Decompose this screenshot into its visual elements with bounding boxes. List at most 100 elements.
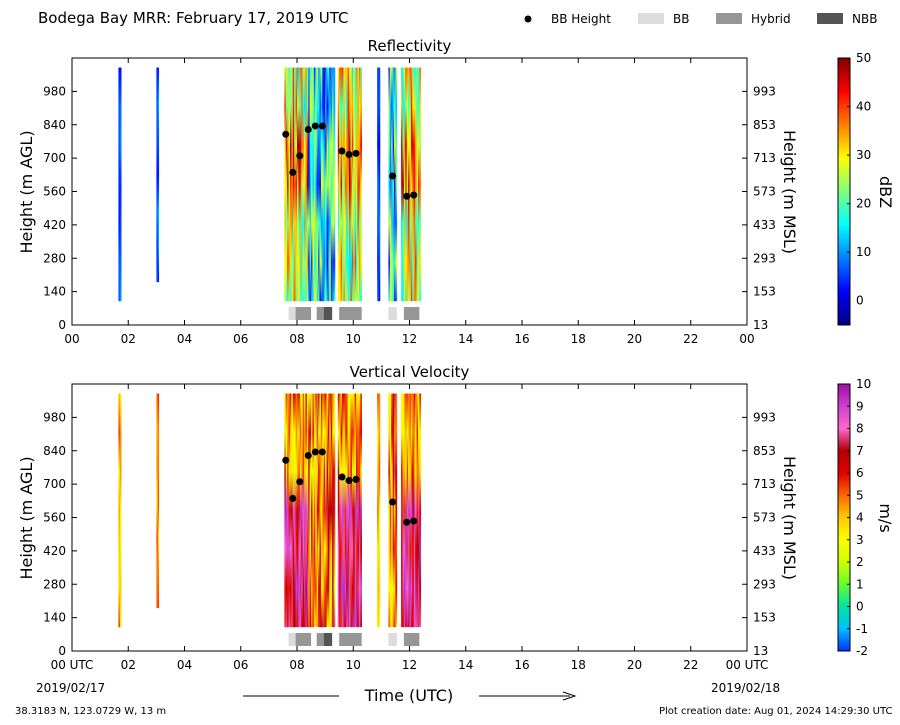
- heatmap-cell: [419, 393, 422, 628]
- bb-type-segment: [288, 633, 296, 646]
- x-tick-label: 02: [121, 658, 136, 672]
- legend-nbb-swatch: [817, 13, 843, 24]
- heatmap-cell: [356, 67, 358, 302]
- heatmap-cell: [412, 67, 415, 302]
- heatmap-cell: [391, 67, 393, 302]
- colorbar-tick-label: 1: [856, 577, 864, 591]
- heatmap-cell: [157, 393, 160, 609]
- colorbar-gradient: [837, 57, 851, 326]
- heatmap-cell: [405, 393, 407, 628]
- heatmap-cell: [389, 67, 392, 302]
- reflectivity-bb-type-bar: [288, 307, 420, 320]
- heatmap-cell: [360, 67, 362, 302]
- reflectivity-title: Reflectivity: [368, 37, 452, 55]
- heatmap-cell: [288, 67, 291, 302]
- heatmap-cell: [316, 393, 319, 628]
- heatmap-cell: [357, 67, 360, 302]
- y-tick-label: 140: [43, 611, 66, 625]
- heatmap-cell: [410, 393, 413, 628]
- y-tick-label: 840: [43, 118, 66, 132]
- velocity-title: Vertical Velocity: [350, 363, 470, 381]
- heatmap-cell: [377, 393, 379, 628]
- heatmap-cell: [356, 393, 358, 628]
- heatmap-cell: [394, 393, 396, 628]
- reflectivity-x-ticks: 00 02 04 06 08 10 12 14 16 18 20 22 00: [64, 58, 755, 346]
- bb-height-point: [352, 149, 360, 157]
- x-tick-label: 16: [514, 658, 529, 672]
- heatmap-cell: [157, 67, 160, 283]
- heatmap-cell: [344, 393, 347, 628]
- start-date-label: 2019/02/17: [36, 681, 105, 695]
- heatmap-cell: [415, 393, 417, 628]
- heatmap-cell: [327, 393, 330, 628]
- heatmap-cell: [322, 67, 325, 302]
- heatmap-cell: [337, 393, 340, 628]
- x-tick-label: 18: [571, 658, 586, 672]
- heatmap-cell: [304, 393, 306, 628]
- heatmap-cell: [358, 67, 361, 302]
- bb-height-point: [304, 452, 312, 460]
- heatmap-cell: [340, 67, 343, 302]
- heatmap-cell: [402, 393, 405, 628]
- y-tick-label: 420: [43, 544, 66, 558]
- x-tick-label: 12: [402, 658, 417, 672]
- colorbar-tick-label: 6: [856, 466, 864, 480]
- bb-type-segment: [316, 633, 324, 646]
- y2-tick-label: 853: [753, 444, 776, 458]
- heatmap-cell: [340, 393, 343, 628]
- heatmap-cell: [308, 67, 310, 302]
- heatmap-cell: [347, 67, 350, 302]
- heatmap-cell: [417, 67, 420, 302]
- legend-bb-height-label: BB Height: [551, 12, 611, 26]
- heatmap-cell: [285, 393, 288, 628]
- heatmap-cell: [388, 67, 391, 302]
- heatmap-cell: [298, 393, 301, 628]
- heatmap-cell: [291, 393, 294, 628]
- bb-type-segment: [288, 307, 296, 320]
- velocity-colorbar-label: m/s: [876, 503, 895, 532]
- bb-type-segment: [316, 307, 324, 320]
- reflectivity-ylabel: Height (m AGL): [17, 130, 36, 253]
- heatmap-cell: [354, 393, 357, 628]
- heatmap-cell: [304, 67, 306, 302]
- bb-height-point: [318, 122, 326, 130]
- heatmap-cell: [292, 67, 295, 302]
- heatmap-cell: [350, 67, 353, 302]
- heatmap-cell: [413, 393, 416, 628]
- heatmap-cell: [305, 67, 308, 302]
- velocity-y2-ticks: 13 153 293 433 573 713 853 993: [742, 410, 776, 658]
- y-tick-label: 840: [43, 444, 66, 458]
- reflectivity-cells: [118, 67, 422, 302]
- heatmap-cell: [401, 67, 403, 302]
- heatmap-cell: [118, 67, 121, 302]
- heatmap-cell: [358, 393, 361, 628]
- heatmap-cell: [306, 67, 309, 302]
- heatmap-cell: [297, 393, 299, 628]
- heatmap-cell: [343, 393, 346, 628]
- heatmap-cell: [395, 67, 398, 302]
- heatmap-cell: [297, 67, 299, 302]
- heatmap-cell: [413, 67, 416, 302]
- heatmap-cell: [339, 67, 341, 302]
- heatmap-cell: [315, 67, 317, 302]
- y2-tick-label: 713: [753, 477, 776, 491]
- heatmap-cell: [311, 393, 313, 628]
- reflectivity-y2label: Height (m MSL): [780, 130, 799, 254]
- bb-height-point: [311, 122, 319, 130]
- time-arrow-head: [562, 691, 577, 701]
- y-tick-label: 0: [58, 644, 66, 658]
- colorbar-tick-label: 50: [856, 51, 871, 65]
- bb-type-segment: [388, 307, 397, 320]
- heatmap-cell: [318, 393, 320, 628]
- heatmap-cell: [291, 67, 294, 302]
- end-date-label: 2019/02/18: [711, 681, 780, 695]
- x-tick-label: 14: [458, 658, 473, 672]
- heatmap-cell: [323, 393, 326, 628]
- x-tick-label: 22: [683, 658, 698, 672]
- bb-height-point: [352, 475, 360, 483]
- heatmap-cell: [313, 67, 316, 302]
- heatmap-cell: [309, 393, 312, 628]
- heatmap-cell: [405, 67, 407, 302]
- y2-tick-label: 713: [753, 151, 776, 165]
- colorbar-tick-label: 8: [856, 422, 864, 436]
